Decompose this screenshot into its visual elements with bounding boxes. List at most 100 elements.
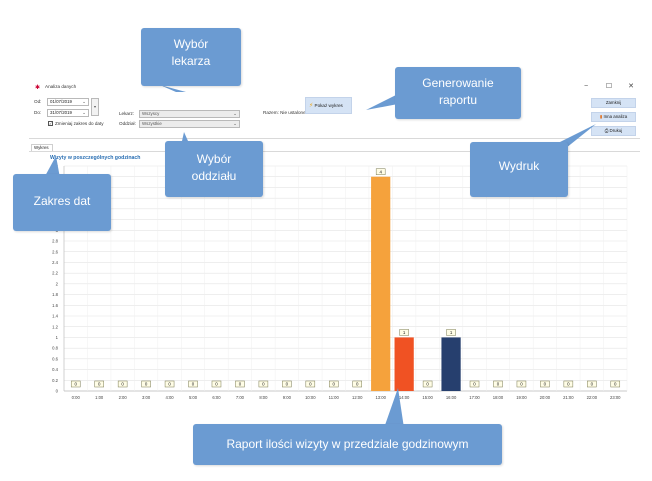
bar <box>371 176 391 391</box>
data-label: 0 <box>473 382 476 387</box>
data-label-box <box>493 380 503 388</box>
data-label-box <box>422 380 433 388</box>
data-label: 1 <box>403 330 406 335</box>
app-icon: ✱ <box>35 85 41 91</box>
branch-label: Oddział: <box>119 121 136 126</box>
data-label-box <box>305 380 316 388</box>
report-callout-tail <box>366 94 398 110</box>
x-tick-label: 21:00 <box>563 395 574 400</box>
x-tick-label: 23:00 <box>610 395 621 400</box>
x-tick-label: 22:00 <box>587 395 598 400</box>
data-label: 0 <box>262 382 265 387</box>
y-tick-label: 2.6 <box>52 249 58 254</box>
x-tick-label: 4:00 <box>165 395 174 400</box>
x-tick-label: 14:00 <box>399 395 410 400</box>
y-tick-label: 0.8 <box>52 346 58 351</box>
y-tick-label: 2.4 <box>52 260 58 265</box>
data-label: 0 <box>98 382 101 387</box>
data-label-box <box>446 329 456 336</box>
x-tick-label: 1:00 <box>95 395 104 400</box>
x-tick-label: 19:00 <box>516 395 527 400</box>
data-label-box <box>563 380 574 388</box>
x-tick-label: 6:00 <box>212 395 221 400</box>
tab-divider <box>29 151 640 152</box>
dates-callout: Zakres dat <box>13 174 111 231</box>
branch-callout: Wybór oddziału <box>165 141 263 197</box>
data-label: 0 <box>614 382 617 387</box>
x-tick-label: 20:00 <box>540 395 551 400</box>
total-label: Razem: Nie ustalone <box>263 110 306 115</box>
x-tick-label: 3:00 <box>142 395 151 400</box>
hours-callout-tail <box>384 388 404 428</box>
data-label-box <box>141 380 151 388</box>
data-label-box <box>469 380 480 388</box>
data-label-box <box>211 380 222 388</box>
maximize-icon[interactable]: ☐ <box>605 83 613 90</box>
tab-chart[interactable]: Wykres <box>31 144 53 151</box>
data-label: 0 <box>356 382 359 387</box>
x-tick-label: 13:00 <box>375 395 386 400</box>
chevron-down-icon[interactable]: ⌄ <box>233 111 237 116</box>
data-label-box <box>540 380 550 388</box>
data-label: 0 <box>520 382 523 387</box>
data-label: 1 <box>450 330 453 335</box>
x-tick-label: 15:00 <box>422 395 433 400</box>
print-button[interactable]: ⎙ Drukuj <box>591 126 636 136</box>
data-label-box <box>235 380 245 388</box>
calendar-dropdown-button[interactable]: ▾ <box>91 98 99 116</box>
bar <box>441 337 461 391</box>
y-tick-label: 0.6 <box>52 356 58 361</box>
bar <box>394 337 414 391</box>
data-label: 0 <box>333 382 336 387</box>
data-label-box <box>164 380 175 388</box>
toolbar-divider <box>29 138 640 139</box>
y-tick-label: 1.8 <box>52 292 58 297</box>
show-chart-button[interactable]: ⚡ Pokaż wykres <box>305 97 352 114</box>
data-label: 0 <box>145 382 148 387</box>
y-tick-label: 0 <box>56 389 59 394</box>
x-tick-label: 9:00 <box>283 395 292 400</box>
y-tick-label: 2.8 <box>52 239 58 244</box>
x-tick-label: 7:00 <box>236 395 245 400</box>
data-label: 0 <box>544 382 547 387</box>
hours-callout: Raport ilości wizyty w przedziale godzin… <box>193 424 502 465</box>
data-label-box <box>375 168 386 175</box>
data-label-box <box>70 380 81 388</box>
chevron-down-icon[interactable]: ⌄ <box>233 121 237 126</box>
data-label: 0 <box>591 382 594 387</box>
data-label: 0 <box>309 382 312 387</box>
y-tick-label: 1.6 <box>52 303 58 308</box>
remember-range-checkbox[interactable]: ✓ <box>48 121 53 126</box>
x-tick-label: 16:00 <box>446 395 457 400</box>
report-callout: Generowanie raportu <box>395 67 521 119</box>
chevron-down-icon[interactable]: ⌄ <box>82 110 86 115</box>
bar-chart-icon: ▮ <box>599 114 603 119</box>
minimize-icon[interactable]: − <box>583 83 589 90</box>
title-bar: ✱ Analiza danych − ☐ ✕ <box>29 80 640 94</box>
branch-select[interactable]: Wszystkie ⌄ <box>139 120 240 128</box>
y-tick-label: 1 <box>56 335 59 340</box>
x-tick-label: 18:00 <box>493 395 504 400</box>
close-icon[interactable]: ✕ <box>628 83 634 90</box>
from-date-field[interactable]: 01/07/2019 ⌄ <box>47 98 89 106</box>
data-label: 0 <box>286 382 289 387</box>
data-label-box <box>352 380 362 388</box>
data-label-box <box>188 380 198 388</box>
chevron-down-icon[interactable]: ⌄ <box>82 99 86 104</box>
data-label: 0 <box>168 382 171 387</box>
doctor-callout-tail <box>160 85 186 92</box>
close-button[interactable]: Zamknij <box>591 98 636 108</box>
visits-chart: 0 0.2 0.4 0.6 0.8 1 1.2 1.4 1.6 1.8 2 2.2 2.4 2.6 2.8 3… <box>52 164 628 400</box>
from-label: Od: <box>34 99 42 104</box>
doctor-callout: Wybór lekarza <box>141 28 241 86</box>
data-label-box <box>282 380 292 388</box>
to-date-field[interactable]: 31/07/2019 ⌄ <box>47 109 89 117</box>
window-title: Analiza danych <box>45 84 77 89</box>
x-tick-label: 12:00 <box>352 395 363 400</box>
doctor-select[interactable]: Wszyscy ⌄ <box>139 110 240 118</box>
data-label-box <box>258 380 269 388</box>
y-tick-label: 2 <box>56 281 59 286</box>
other-analysis-button[interactable]: ▮ Inna analiza <box>591 112 636 122</box>
lightning-icon: ⚡ <box>309 103 314 109</box>
x-tick-label: 17:00 <box>469 395 480 400</box>
